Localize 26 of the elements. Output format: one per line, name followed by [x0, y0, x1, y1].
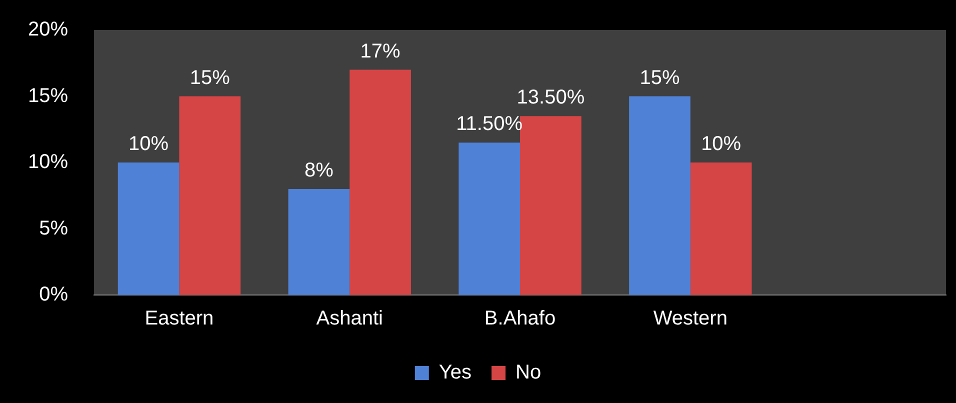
data-label: 15% — [640, 66, 680, 89]
bar — [288, 189, 350, 295]
y-tick-label: 15% — [28, 84, 68, 107]
data-label: 8% — [304, 160, 334, 182]
data-label: 15% — [190, 66, 230, 89]
y-tick-label: 0% — [39, 284, 68, 306]
bar — [350, 70, 411, 295]
bar — [690, 162, 752, 295]
x-tick-label: Western — [653, 308, 728, 330]
bar — [118, 162, 180, 295]
y-tick-label: 10% — [28, 151, 68, 174]
y-tick-label: 20% — [28, 18, 68, 41]
legend-label: Yes — [438, 362, 472, 384]
legend-label: No — [516, 362, 542, 384]
bar — [629, 96, 690, 295]
y-tick-label: 5% — [39, 217, 68, 240]
bar — [179, 96, 241, 295]
data-label: 17% — [360, 40, 401, 62]
bar — [520, 116, 582, 295]
x-tick-label: Ashanti — [316, 308, 383, 330]
x-tick-label: B.Ahafo — [484, 308, 556, 330]
data-label: 13.50% — [516, 86, 585, 109]
data-label: 10% — [701, 133, 742, 156]
bar — [458, 142, 520, 295]
data-label: 10% — [128, 133, 169, 156]
x-tick-label: Eastern — [144, 308, 214, 330]
